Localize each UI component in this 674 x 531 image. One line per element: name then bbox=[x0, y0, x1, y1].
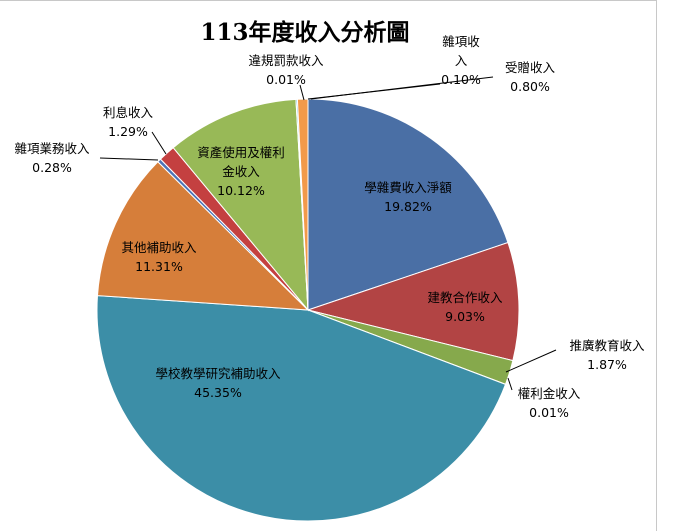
leader-line bbox=[310, 76, 494, 100]
slice-label-name: 建教合作收入 bbox=[427, 290, 503, 305]
slice-label-name: 推廣教育收入 bbox=[569, 338, 645, 353]
slice-label: 建教合作收入 9.03% bbox=[427, 290, 503, 324]
leader-line bbox=[99, 157, 159, 161]
pie-slice bbox=[96, 161, 310, 311]
slice-label: 其他補助收入 11.31% bbox=[121, 240, 197, 274]
slice-label-name: 雜項收 bbox=[442, 34, 480, 49]
slice-label-value: 19.82% bbox=[384, 199, 432, 214]
slice-label-value: 10.12% bbox=[217, 183, 265, 198]
slice-label-value: 0.01% bbox=[529, 405, 569, 420]
leader-lines bbox=[99, 76, 557, 391]
slice-label-name: 學校教學研究補助收入 bbox=[155, 366, 281, 381]
slice-label: 資產使用及權利金收入 10.12% bbox=[197, 145, 285, 198]
chart-frame-top bbox=[0, 0, 657, 1]
pie-slice bbox=[307, 98, 509, 311]
slice-label: 雜項收入 0.10% bbox=[441, 34, 481, 87]
slice-label-name: 利息收入 bbox=[103, 105, 154, 120]
slice-label-value: 1.29% bbox=[108, 124, 148, 139]
slice-label-name: 入 bbox=[455, 53, 468, 68]
slice-label-name: 資產使用及權利 bbox=[197, 145, 285, 160]
slice-label-value: 1.87% bbox=[587, 357, 627, 372]
pie-slices bbox=[96, 98, 520, 522]
slice-labels: 學雜費收入淨額 19.82% 建教合作收入 9.03% 推廣教育收入 1.87% 權利金收入… bbox=[14, 34, 645, 420]
slice-label-name: 金收入 bbox=[222, 164, 260, 179]
chart-frame-right bbox=[656, 0, 657, 531]
slice-label-value: 9.03% bbox=[445, 309, 485, 324]
leader-line bbox=[507, 377, 513, 391]
slice-label-value: 11.31% bbox=[135, 259, 183, 274]
slice-label: 推廣教育收入 1.87% bbox=[569, 338, 645, 372]
slice-label: 受贈收入 0.80% bbox=[505, 60, 556, 94]
slice-label-name: 受贈收入 bbox=[505, 60, 556, 75]
slice-label: 利息收入 1.29% bbox=[103, 105, 154, 139]
slice-label-name: 其他補助收入 bbox=[121, 240, 197, 255]
slice-label-name: 雜項業務收入 bbox=[14, 141, 90, 156]
slice-label: 違規罰款收入 0.01% bbox=[248, 53, 324, 87]
pie-slice bbox=[296, 98, 309, 311]
slice-label-value: 0.01% bbox=[266, 72, 306, 87]
leader-line bbox=[151, 131, 167, 155]
pie-slice bbox=[306, 241, 520, 362]
slice-label-value: 0.80% bbox=[510, 79, 550, 94]
slice-label: 權利金收入 0.01% bbox=[518, 386, 581, 420]
slice-label: 學雜費收入淨額 19.82% bbox=[364, 180, 452, 214]
leader-line bbox=[505, 349, 557, 373]
slice-label: 學校教學研究補助收入 45.35% bbox=[155, 366, 281, 400]
pie-slice bbox=[172, 98, 309, 312]
slice-label-name: 權利金收入 bbox=[518, 386, 581, 401]
slice-label: 雜項業務收入 0.28% bbox=[14, 141, 90, 175]
pie-slice bbox=[96, 295, 507, 522]
chart-title: 113年度收入分析圖 bbox=[200, 19, 409, 46]
slice-label-value: 0.28% bbox=[32, 160, 72, 175]
slice-label-value: 45.35% bbox=[194, 385, 242, 400]
slice-label-value: 0.10% bbox=[441, 72, 481, 87]
slice-label-name: 違規罰款收入 bbox=[248, 53, 324, 68]
leader-line bbox=[299, 84, 305, 101]
slice-label-name: 學雜費收入淨額 bbox=[364, 180, 452, 195]
